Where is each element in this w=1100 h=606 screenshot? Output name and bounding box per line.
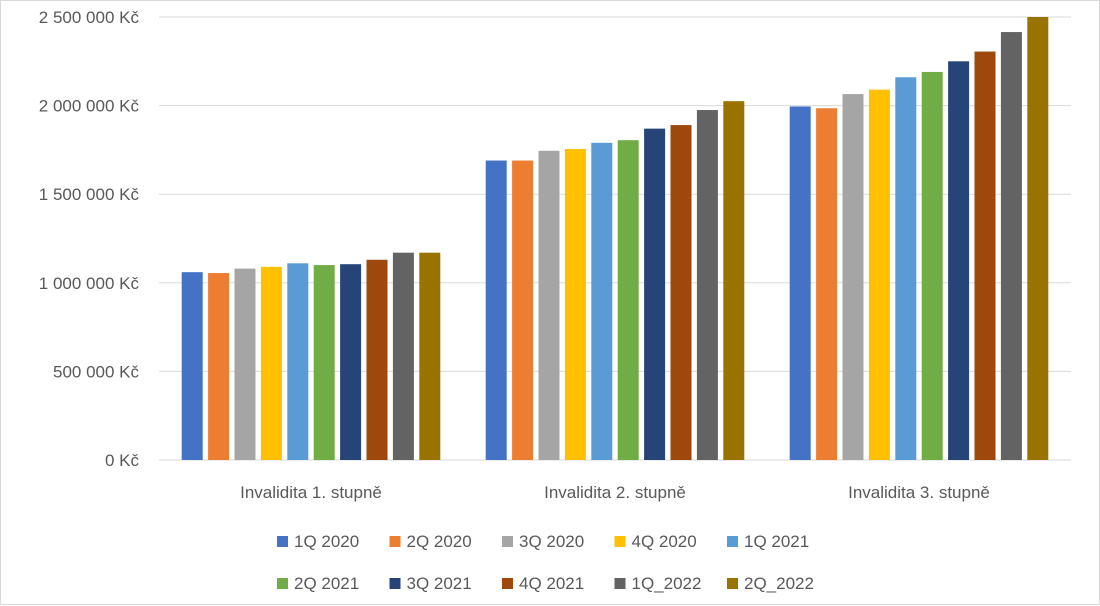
legend-swatch [502, 578, 513, 589]
bar [644, 128, 666, 461]
bar [181, 272, 203, 460]
y-tick-label: 1 500 000 Kč [39, 185, 140, 204]
category-label: Invalidita 2. stupně [544, 483, 686, 502]
category-label: Invalidita 1. stupně [240, 483, 382, 502]
legend-label: 1Q 2021 [744, 532, 809, 551]
bar [340, 264, 362, 460]
legend-label: 3Q 2020 [519, 532, 584, 551]
legend-swatch [502, 536, 513, 547]
bar [895, 77, 917, 461]
y-tick-label: 0 Kč [105, 451, 140, 470]
legend-label: 2Q_2022 [744, 574, 814, 593]
bar [617, 140, 639, 461]
bar [419, 252, 441, 460]
legend-label: 1Q 2020 [294, 532, 359, 551]
bar [974, 51, 996, 460]
legend-label: 4Q 2020 [632, 532, 697, 551]
bar [485, 160, 507, 461]
bar [260, 266, 282, 460]
y-tick-label: 2 500 000 Kč [39, 8, 140, 27]
bar [538, 150, 560, 460]
gridlines [159, 16, 1071, 461]
legend-swatch [277, 536, 288, 547]
bar [948, 61, 970, 461]
legend-swatch [727, 536, 738, 547]
bar [1000, 32, 1022, 460]
legend-swatch [389, 578, 401, 589]
bar [868, 89, 890, 460]
bar [921, 71, 943, 460]
legend-swatch [389, 536, 401, 547]
bar [564, 149, 586, 460]
bar [696, 110, 718, 460]
bar [366, 259, 388, 460]
legend-swatch [727, 578, 738, 589]
legend-label: 2Q 2020 [407, 532, 472, 551]
bar [1027, 17, 1049, 460]
bar [392, 252, 414, 460]
bar [591, 142, 613, 460]
bar [234, 268, 256, 460]
bar [313, 265, 335, 460]
x-axis-category-labels: Invalidita 1. stupně Invalidita 2. stupně… [240, 483, 990, 502]
legend-label: 1Q_2022 [632, 574, 702, 593]
bar [208, 273, 230, 460]
y-tick-label: 500 000 Kč [53, 362, 140, 381]
legend-swatch [614, 536, 626, 547]
bar [816, 108, 838, 461]
bar [723, 101, 745, 461]
bar [842, 94, 864, 460]
y-tick-label: 1 000 000 Kč [39, 274, 140, 293]
legend-swatch [614, 578, 626, 589]
legend: 1Q 2020 2Q 2020 3Q 2020 4Q 2020 1Q 2021 2Q 20… [277, 532, 814, 593]
y-tick-label: 2 000 000 Kč [39, 97, 140, 116]
legend-swatch [277, 578, 288, 589]
bar [789, 106, 811, 461]
y-axis-tick-labels: 0 Kč 500 000 Kč 1 000 000 Kč 1 500 000 Kč 2 … [39, 8, 140, 470]
bar [287, 263, 309, 460]
bar [512, 160, 534, 461]
bars [181, 17, 1049, 461]
legend-label: 2Q 2021 [294, 574, 359, 593]
bar [670, 125, 692, 460]
legend-label: 3Q 2021 [407, 574, 472, 593]
category-label: Invalidita 3. stupně [848, 483, 990, 502]
legend-label: 4Q 2021 [519, 574, 584, 593]
